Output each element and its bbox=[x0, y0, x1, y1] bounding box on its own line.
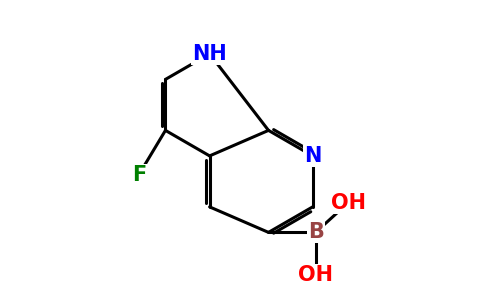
Text: N: N bbox=[304, 146, 321, 166]
Text: OH: OH bbox=[298, 265, 333, 285]
Text: B: B bbox=[308, 222, 323, 242]
Text: NH: NH bbox=[192, 44, 227, 64]
Text: OH: OH bbox=[331, 193, 365, 213]
Text: F: F bbox=[132, 165, 146, 184]
